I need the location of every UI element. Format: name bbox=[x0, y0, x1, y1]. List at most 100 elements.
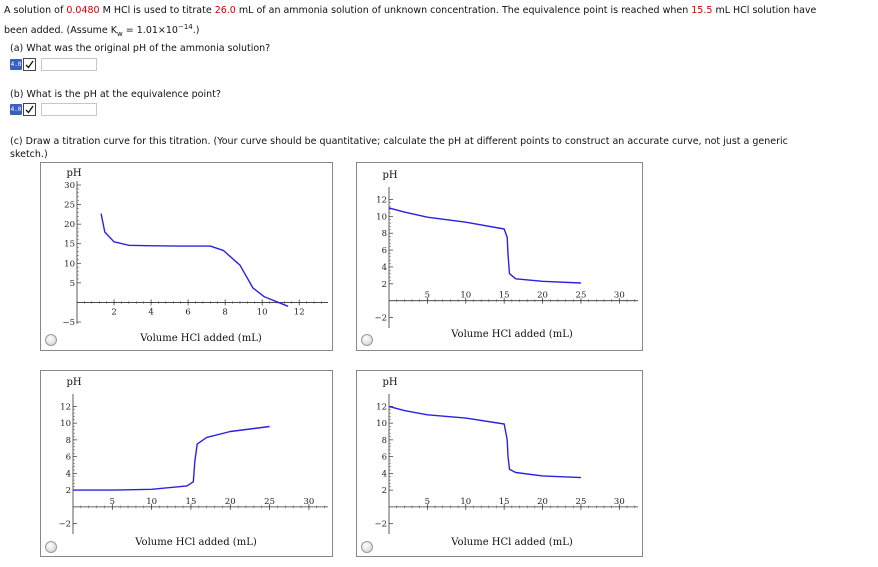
titration-curve-line bbox=[388, 405, 582, 479]
x-tick-label: 25 bbox=[576, 291, 587, 301]
answer-a-input[interactable] bbox=[41, 57, 97, 71]
y-tick-label: 4 bbox=[382, 469, 387, 479]
x-tick-label: 10 bbox=[460, 291, 471, 301]
x-tick-label: 30 bbox=[614, 497, 625, 507]
y-tick-label: 10 bbox=[376, 419, 387, 429]
question-c-line-1: (c) Draw a titration curve for this titr… bbox=[10, 136, 788, 147]
y-axis-label: pH bbox=[382, 377, 397, 388]
y-tick-label: 25 bbox=[64, 201, 75, 211]
x-tick-label: 8 bbox=[222, 307, 227, 317]
y-tick-label: 12 bbox=[376, 402, 387, 412]
y-axis-label: pH bbox=[66, 377, 81, 388]
concentration-value: 0.0480 bbox=[66, 5, 100, 16]
radio-option-3[interactable] bbox=[45, 541, 57, 553]
x-tick-label: 4 bbox=[148, 307, 153, 317]
titration-chart: 2 4 6 8 10 12 −5 5 10 15 20 25 30 pH Volume HCl added … bbox=[62, 168, 328, 344]
titration-curve-line bbox=[388, 207, 582, 284]
y-axis-label: pH bbox=[382, 170, 397, 181]
y-tick-label: 12 bbox=[376, 195, 387, 205]
question-c-line-2: sketch.) bbox=[10, 149, 48, 160]
titration-curve-line bbox=[100, 213, 289, 307]
problem-statement: A solution of 0.0480 M HCl is used to ti… bbox=[4, 2, 874, 43]
question-b: (b) What is the pH at the equivalence po… bbox=[10, 89, 221, 100]
y-tick-label: 5 bbox=[70, 279, 75, 289]
radio-option-2[interactable] bbox=[361, 334, 373, 346]
problem-line-2: been added. (Assume Kw = 1.01×10−14.) bbox=[4, 19, 874, 43]
answer-b-row: 4.0 bbox=[10, 102, 97, 116]
x-tick-label: 15 bbox=[186, 497, 197, 507]
x-tick-label: 2 bbox=[111, 307, 116, 317]
y-tick-label: 8 bbox=[66, 436, 71, 446]
chart-option-3: 5 10 15 20 25 30 −2 2 4 6 8 10 12 pH Volume HCl added … bbox=[40, 370, 333, 557]
y-tick-label: 2 bbox=[382, 280, 387, 290]
radio-option-4[interactable] bbox=[361, 541, 373, 553]
problem-text: A solution of bbox=[4, 5, 67, 16]
y-tick-label: −5 bbox=[62, 318, 75, 328]
y-tick-label: −2 bbox=[374, 314, 387, 324]
x-tick-label: 25 bbox=[264, 497, 275, 507]
x-tick-label: 20 bbox=[225, 497, 236, 507]
problem-text: M HCl is used to titrate bbox=[99, 5, 215, 16]
x-tick-label: 10 bbox=[460, 497, 471, 507]
x-axis-label: Volume HCl added (mL) bbox=[139, 333, 262, 344]
y-tick-label: 8 bbox=[382, 229, 387, 239]
titration-chart: 5 10 15 20 25 30 −2 2 4 6 8 10 12 pH Volume HCl added … bbox=[58, 377, 328, 548]
y-tick-label: 30 bbox=[64, 181, 75, 191]
y-tick-label: 8 bbox=[382, 436, 387, 446]
x-tick-label: 12 bbox=[294, 307, 305, 317]
y-tick-label: 12 bbox=[60, 402, 71, 412]
answer-a-row: 4.0 bbox=[10, 57, 97, 71]
kw-subscript: w bbox=[117, 30, 123, 39]
problem-text: mL of an ammonia solution of unknown con… bbox=[235, 5, 692, 16]
y-tick-label: 10 bbox=[64, 259, 75, 269]
y-tick-label: −2 bbox=[58, 520, 71, 530]
equiv-volume-value: 15.5 bbox=[691, 5, 713, 16]
radio-option-1[interactable] bbox=[45, 334, 57, 346]
x-tick-label: 5 bbox=[425, 291, 430, 301]
problem-text: mL HCl solution have bbox=[712, 5, 817, 16]
points-badge: 4.0 bbox=[10, 103, 22, 115]
titration-chart: 5 10 15 20 25 30 −2 2 4 6 8 10 12 pH Volume HCl added … bbox=[374, 170, 638, 340]
titration-curve-line bbox=[73, 425, 270, 491]
x-tick-label: 30 bbox=[303, 497, 314, 507]
x-tick-label: 20 bbox=[537, 497, 548, 507]
y-tick-label: 6 bbox=[382, 246, 387, 256]
problem-text: = 1.01×10 bbox=[122, 25, 178, 37]
x-tick-label: 5 bbox=[425, 497, 430, 507]
x-axis-label: Volume HCl added (mL) bbox=[450, 537, 573, 548]
y-tick-label: 2 bbox=[66, 486, 71, 496]
problem-text: .) bbox=[192, 25, 200, 37]
check-icon bbox=[23, 57, 36, 71]
y-tick-label: 4 bbox=[382, 263, 387, 273]
y-tick-label: 15 bbox=[64, 240, 75, 250]
x-tick-label: 5 bbox=[110, 497, 115, 507]
y-tick-label: −2 bbox=[374, 520, 387, 530]
y-tick-label: 6 bbox=[382, 453, 387, 463]
chart-option-1: 2 4 6 8 10 12 −5 5 10 15 20 25 30 pH Volume HCl added … bbox=[40, 162, 333, 351]
x-tick-label: 15 bbox=[499, 497, 510, 507]
problem-line-1: A solution of 0.0480 M HCl is used to ti… bbox=[4, 2, 874, 19]
volume-value: 26.0 bbox=[214, 5, 236, 16]
question-a: (a) What was the original pH of the ammo… bbox=[10, 43, 271, 54]
answer-b-input[interactable] bbox=[41, 102, 97, 116]
y-tick-label: 10 bbox=[60, 419, 71, 429]
points-badge: 4.0 bbox=[10, 58, 22, 70]
x-tick-label: 20 bbox=[537, 291, 548, 301]
y-tick-label: 2 bbox=[382, 486, 387, 496]
y-tick-label: 20 bbox=[64, 220, 75, 230]
y-axis-label: pH bbox=[66, 168, 81, 179]
x-tick-label: 10 bbox=[146, 497, 157, 507]
chart-option-2: 5 10 15 20 25 30 −2 2 4 6 8 10 12 pH Volume HCl added … bbox=[356, 162, 643, 351]
x-tick-label: 6 bbox=[185, 307, 190, 317]
kw-exponent: −14 bbox=[177, 23, 193, 31]
x-tick-label: 25 bbox=[576, 497, 587, 507]
chart-option-4: 5 10 15 20 25 30 −2 2 4 6 8 10 12 pH Volume HCl added … bbox=[356, 370, 643, 557]
x-tick-label: 15 bbox=[499, 291, 510, 301]
x-axis-label: Volume HCl added (mL) bbox=[134, 537, 257, 548]
check-icon bbox=[23, 102, 36, 116]
x-tick-label: 30 bbox=[614, 291, 625, 301]
x-tick-label: 10 bbox=[257, 307, 268, 317]
y-tick-label: 10 bbox=[376, 212, 387, 222]
question-c: (c) Draw a titration curve for this titr… bbox=[10, 135, 870, 161]
y-tick-label: 4 bbox=[66, 469, 71, 479]
